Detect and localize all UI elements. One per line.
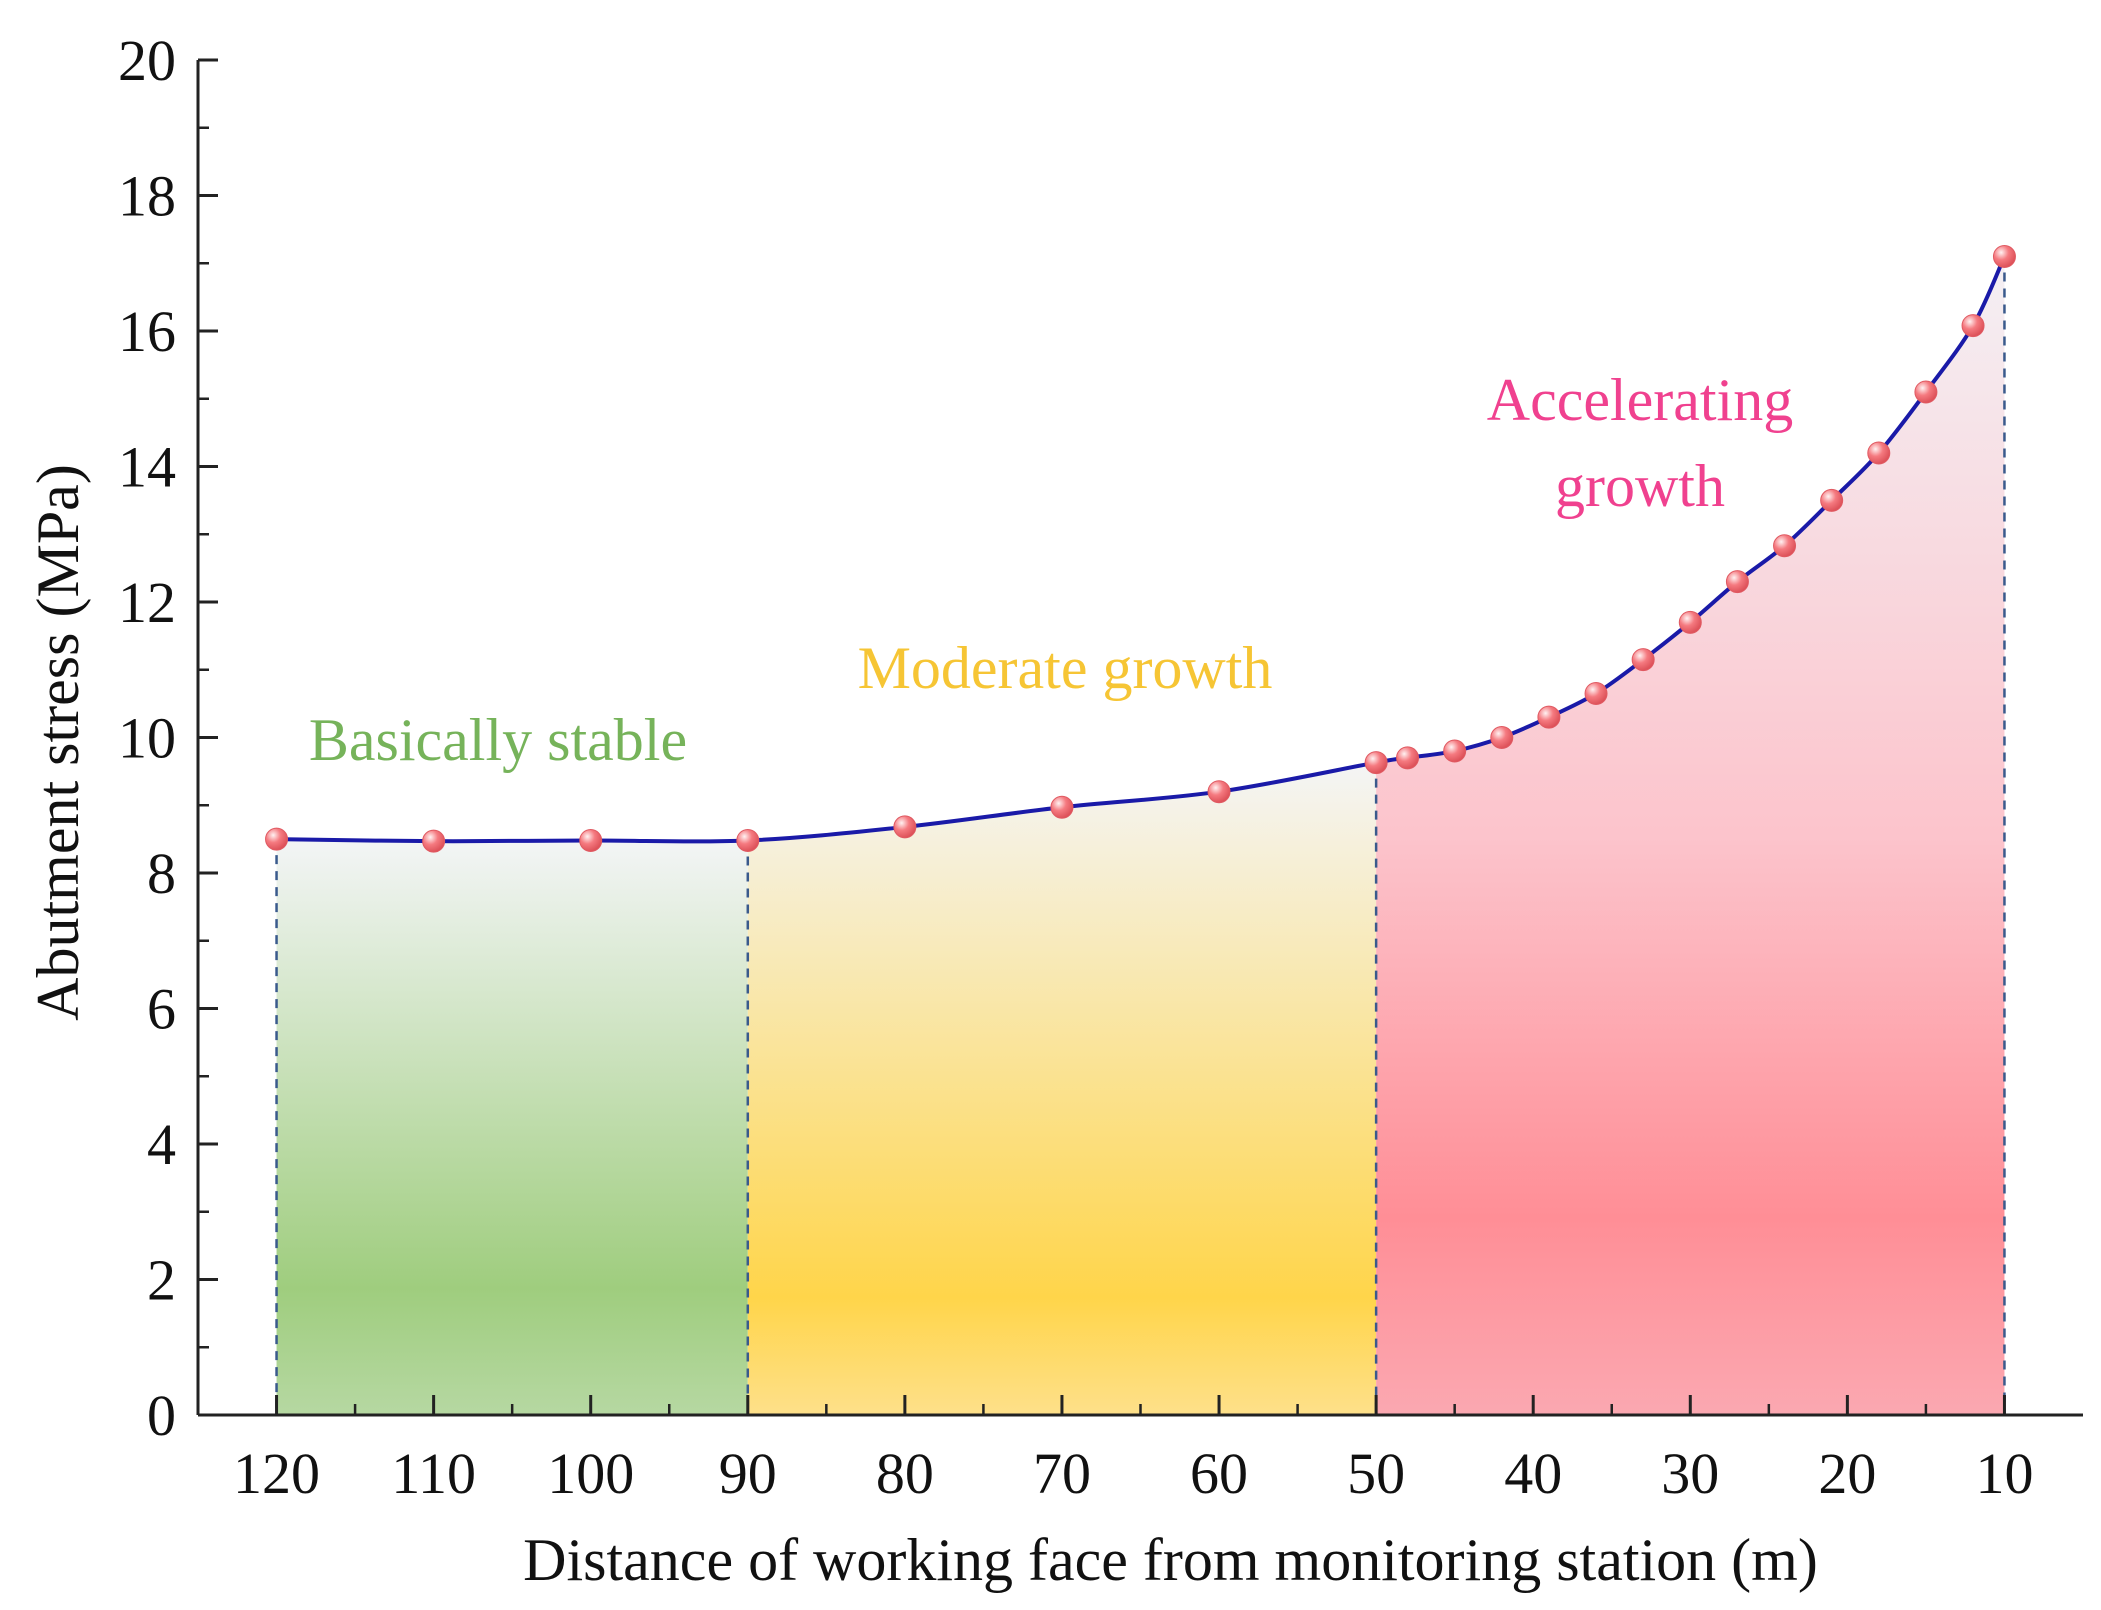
region-label: growth — [1555, 453, 1725, 519]
regions-layer — [276, 256, 2005, 1416]
y-tick-label: 12 — [118, 570, 176, 635]
region-boundaries — [275, 256, 2006, 1415]
data-point — [1773, 534, 1797, 558]
data-point — [1207, 780, 1231, 804]
data-point — [1490, 726, 1514, 749]
x-tick-label: 50 — [1347, 1441, 1405, 1506]
data-point — [1443, 739, 1467, 763]
y-tick-label: 0 — [147, 1383, 176, 1448]
region-label: Moderate growth — [858, 635, 1273, 701]
data-point — [265, 827, 289, 851]
data-point — [893, 815, 917, 839]
x-tick-label: 40 — [1504, 1441, 1562, 1506]
x-tick-label: 100 — [547, 1441, 634, 1506]
data-point — [422, 829, 446, 853]
x-axis-title: Distance of working face from monitoring… — [523, 1527, 1818, 1593]
x-tick-label: 90 — [719, 1441, 777, 1506]
y-tick-label: 2 — [147, 1248, 176, 1313]
data-point — [1961, 314, 1985, 338]
labels-layer: Basically stable Moderate growth Accelerat… — [309, 367, 1793, 773]
y-tick-label: 14 — [118, 435, 176, 500]
x-tick-label: 60 — [1190, 1441, 1248, 1506]
y-tick-label: 4 — [147, 1112, 176, 1177]
y-tick-label: 16 — [118, 299, 176, 364]
y-axis-title: Abutment stress (MPa) — [25, 464, 91, 1021]
y-tick-label: 8 — [147, 841, 176, 906]
region-label: Accelerating — [1487, 367, 1793, 433]
x-tick-label: 20 — [1818, 1441, 1876, 1506]
region-label: Basically stable — [309, 707, 687, 773]
region-fill — [276, 839, 748, 1415]
data-point — [736, 828, 760, 852]
y-tick-label: 10 — [118, 706, 176, 771]
region-fill — [747, 762, 1377, 1415]
data-point — [1584, 681, 1608, 705]
y-tick-label: 6 — [147, 977, 176, 1042]
data-point — [1537, 705, 1561, 729]
data-point — [1364, 751, 1388, 775]
x-tick-label: 80 — [876, 1441, 934, 1506]
y-tick-label: 18 — [118, 164, 176, 229]
axes-layer: 0 2 4 6 8 10 12 14 16 18 20 120 110 100 90 80 70 60 50 40 30… — [25, 28, 2083, 1593]
data-point — [1050, 795, 1074, 819]
data-point — [579, 828, 603, 852]
data-point — [1992, 244, 2016, 268]
data-point — [1820, 488, 1844, 512]
region-fill — [1376, 256, 2005, 1416]
data-point — [1396, 746, 1420, 770]
data-point — [1725, 570, 1749, 594]
data-point — [1914, 380, 1938, 404]
data-point — [1631, 648, 1655, 672]
x-tick-label: 110 — [391, 1441, 476, 1506]
x-tick-label: 120 — [233, 1441, 320, 1506]
x-tick-label: 30 — [1661, 1441, 1719, 1506]
data-point — [1867, 441, 1891, 465]
series-layer — [265, 244, 2016, 853]
x-tick-label: 70 — [1033, 1441, 1091, 1506]
data-point — [1678, 610, 1702, 634]
x-tick-label: 10 — [1975, 1441, 2033, 1506]
y-tick-label: 20 — [118, 28, 176, 93]
